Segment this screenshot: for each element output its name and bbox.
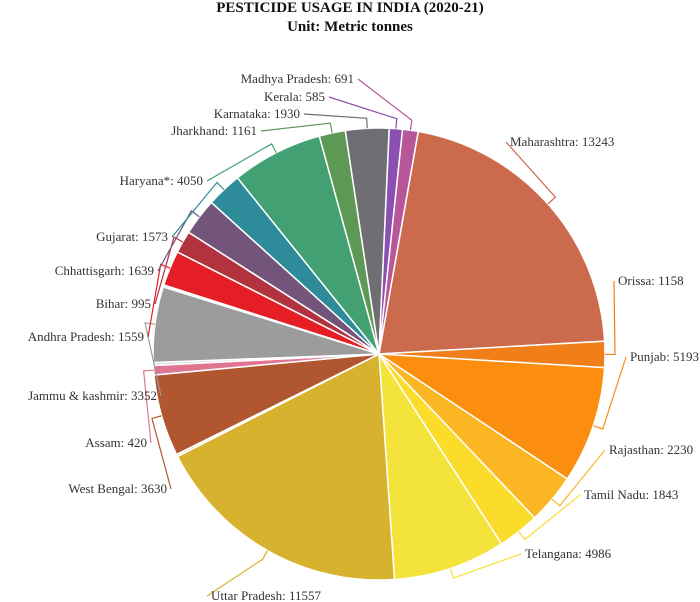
slice-label: Gujarat: 1573 <box>96 229 168 244</box>
leader-line <box>144 322 162 397</box>
slice-label: Karnataka: 1930 <box>214 106 300 121</box>
slice-label: Uttar Pradesh: 11557 <box>211 588 321 602</box>
leader-line <box>206 142 277 182</box>
pie-slice-punjab <box>376 353 606 480</box>
leader-line <box>551 449 606 507</box>
slice-label: Madhya Pradesh: 691 <box>241 71 354 86</box>
leader-line <box>147 263 171 338</box>
slice-label: Tamil Nadu: 1843 <box>584 487 678 502</box>
slice-label: Jharkhand: 1161 <box>171 123 257 138</box>
slice-label: Orissa: 1158 <box>618 273 684 288</box>
slice-label: Rajasthan: 2230 <box>609 442 693 457</box>
slice-label: Jammu & kashmir: 3352 <box>28 388 157 403</box>
slice-label: Andhra Pradesh: 1559 <box>28 329 144 344</box>
chart-title: PESTICIDE USAGE IN INDIA (2020-21) <box>216 0 484 16</box>
leader-line <box>328 96 398 129</box>
slice-label: Telangana: 4986 <box>525 546 612 561</box>
leader-line <box>157 209 200 272</box>
leader-line <box>604 280 616 356</box>
pie-slice-uttar-pradesh <box>176 352 396 581</box>
slice-label: Punjab: 5193 <box>630 349 699 364</box>
slice-label: Bihar: 995 <box>96 296 151 311</box>
leader-line <box>303 113 368 129</box>
pie-slice-telangana <box>378 353 503 581</box>
pie-labels: Maharashtra: 13243 Orissa: 1158 Punjab: 51… <box>28 71 699 602</box>
pie-leader-lines <box>142 78 627 597</box>
chart-subtitle: Unit: Metric tonnes <box>287 19 413 35</box>
pie-slice-maharashtra <box>378 130 606 355</box>
leader-line <box>505 141 557 205</box>
leader-line <box>357 78 413 131</box>
leader-line <box>518 494 581 541</box>
leader-line <box>260 122 333 134</box>
leader-line <box>171 181 225 238</box>
slice-label: Kerala: 585 <box>264 89 325 104</box>
slice-label: Assam: 420 <box>85 435 147 450</box>
leader-line <box>449 553 522 579</box>
slice-label: Maharashtra: 13243 <box>510 134 614 149</box>
leader-line <box>154 236 184 305</box>
leader-line <box>206 550 269 597</box>
slice-label: Haryana*: 4050 <box>120 173 203 188</box>
pie-slices <box>152 127 606 581</box>
leader-line <box>593 356 627 430</box>
leader-line <box>142 369 154 444</box>
leader-line <box>151 415 172 490</box>
slice-label: West Bengal: 3630 <box>68 481 167 496</box>
slice-label: Chhattisgarh: 1639 <box>55 263 154 278</box>
